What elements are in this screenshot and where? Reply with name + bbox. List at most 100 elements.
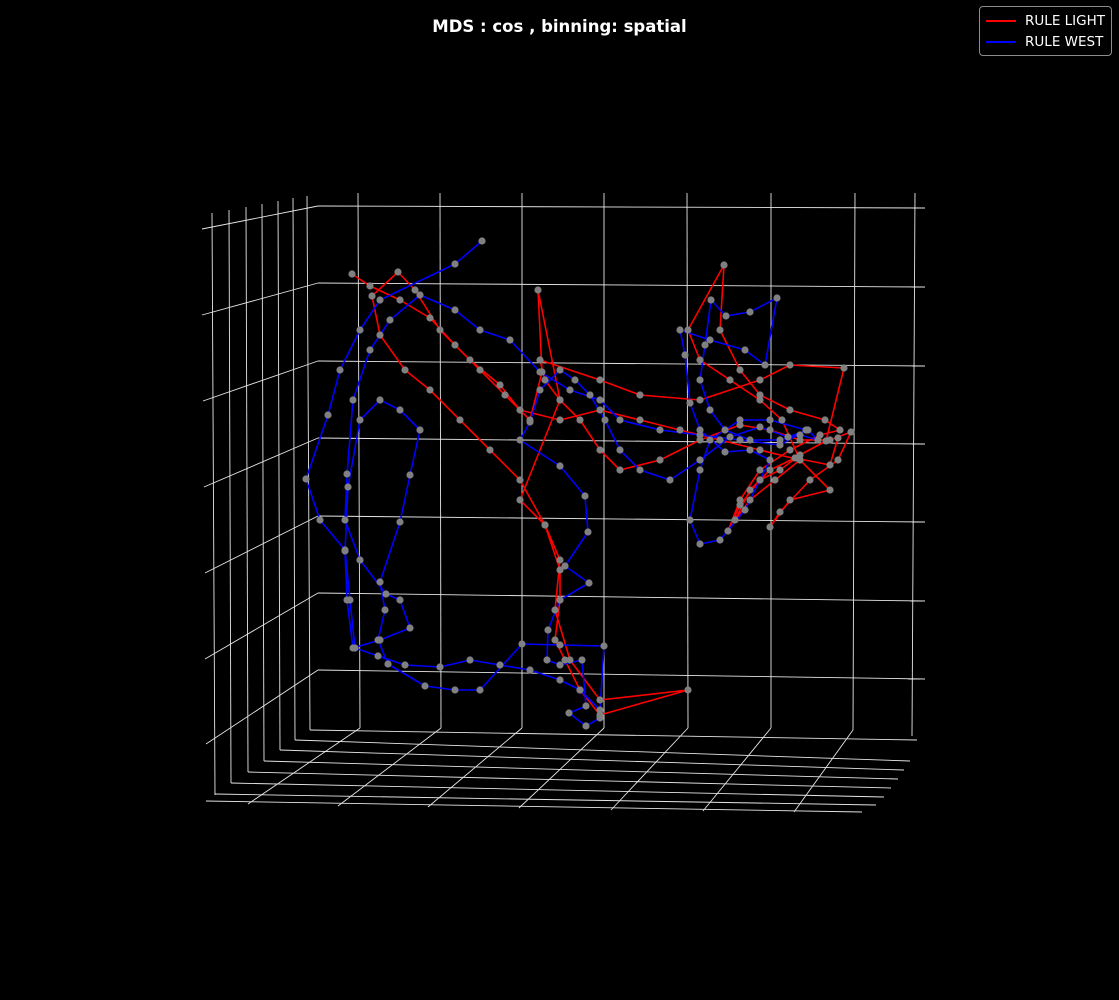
data-point-rule-light xyxy=(834,456,842,464)
data-point-rule-light xyxy=(731,516,739,524)
data-point-rule-light xyxy=(684,686,692,694)
data-point-rule-light xyxy=(551,636,559,644)
grid-line-back-vertical xyxy=(686,192,689,729)
data-point-rule-light xyxy=(836,426,844,434)
data-point-rule-west xyxy=(706,406,714,414)
data-point-rule-light xyxy=(786,406,794,414)
grid-line-left-vertical xyxy=(245,206,249,773)
grid-line-back-horizontal xyxy=(317,515,926,523)
grid-line-floor-depth xyxy=(793,729,854,813)
data-point-rule-west xyxy=(543,656,551,664)
data-point-rule-light xyxy=(556,556,564,564)
data-point-rule-west xyxy=(496,661,504,669)
grid-line-left-vertical xyxy=(306,195,311,731)
data-point-rule-west xyxy=(616,416,624,424)
grid-line-left-vertical xyxy=(261,203,265,762)
data-point-rule-light xyxy=(616,466,624,474)
data-point-rule-west xyxy=(596,396,604,404)
data-point-rule-light xyxy=(756,376,764,384)
data-point-rule-west xyxy=(773,294,781,302)
data-point-rule-west xyxy=(556,676,564,684)
data-point-rule-light xyxy=(746,486,754,494)
data-point-rule-west xyxy=(600,642,608,650)
data-point-rule-west xyxy=(556,462,564,470)
grid-line-floor-width xyxy=(279,749,905,771)
grid-line-left-diagonal xyxy=(201,282,319,316)
data-point-rule-west xyxy=(676,326,684,334)
series-layer xyxy=(305,240,852,727)
data-point-rule-west xyxy=(756,423,764,431)
points-layer xyxy=(302,237,855,730)
data-point-rule-light xyxy=(791,454,799,462)
legend: RULE LIGHT RULE WEST xyxy=(979,6,1112,56)
data-point-rule-west xyxy=(566,386,574,394)
data-point-rule-west xyxy=(585,579,593,587)
data-point-rule-west xyxy=(356,416,364,424)
data-point-rule-light xyxy=(826,461,834,469)
data-point-rule-west xyxy=(586,391,594,399)
grid-line-floor-width xyxy=(309,729,918,741)
data-point-rule-west xyxy=(582,702,590,710)
grid-line-back-vertical xyxy=(439,192,442,729)
data-point-rule-west xyxy=(341,516,349,524)
data-point-rule-west xyxy=(696,456,704,464)
data-point-rule-light xyxy=(806,476,814,484)
legend-swatch-rule-light xyxy=(986,19,1017,22)
data-point-rule-light xyxy=(556,396,564,404)
grid-line-back-horizontal xyxy=(317,669,926,680)
legend-swatch-rule-west xyxy=(986,40,1017,43)
grid-line-back-vertical xyxy=(911,192,916,737)
data-point-rule-west xyxy=(451,686,459,694)
data-point-rule-west xyxy=(576,686,584,694)
data-point-rule-light xyxy=(368,292,376,300)
grid-line-floor-width xyxy=(294,739,911,762)
data-point-rule-light xyxy=(716,436,724,444)
data-point-rule-light xyxy=(746,496,754,504)
data-point-rule-west xyxy=(766,416,774,424)
data-point-rule-light xyxy=(766,466,774,474)
data-point-rule-light xyxy=(756,391,764,399)
data-point-rule-west xyxy=(784,433,792,441)
data-point-rule-light xyxy=(766,426,774,434)
grid-line-back-vertical xyxy=(357,192,361,729)
data-point-rule-west xyxy=(356,556,364,564)
data-point-rule-west xyxy=(476,686,484,694)
data-point-rule-light xyxy=(822,437,830,445)
data-point-rule-light xyxy=(756,466,764,474)
data-point-rule-west xyxy=(796,431,804,439)
data-point-rule-west xyxy=(376,296,384,304)
data-point-rule-west xyxy=(316,516,324,524)
data-point-rule-light xyxy=(436,326,444,334)
data-point-rule-west xyxy=(466,656,474,664)
data-point-rule-light xyxy=(736,366,744,374)
data-point-rule-west xyxy=(707,296,715,304)
data-point-rule-light xyxy=(561,656,569,664)
data-point-rule-west xyxy=(741,346,749,354)
data-point-rule-west xyxy=(349,396,357,404)
data-point-rule-west xyxy=(421,682,429,690)
grid-line-left-diagonal xyxy=(204,592,319,660)
data-point-rule-west xyxy=(406,471,414,479)
data-point-rule-light xyxy=(576,416,584,424)
data-point-rule-west xyxy=(506,336,514,344)
data-point-rule-west xyxy=(536,386,544,394)
data-point-rule-light xyxy=(536,356,544,364)
data-point-rule-west xyxy=(706,436,714,444)
data-point-rule-light xyxy=(840,364,848,372)
data-point-rule-light xyxy=(534,286,542,294)
grid-line-left-diagonal xyxy=(202,360,319,402)
data-point-rule-west xyxy=(396,518,404,526)
legend-label-rule-light: RULE LIGHT xyxy=(1025,12,1105,29)
data-point-rule-light xyxy=(696,356,704,364)
data-point-rule-west xyxy=(756,476,764,484)
data-point-rule-west xyxy=(814,436,822,444)
data-point-rule-west xyxy=(476,326,484,334)
data-point-rule-light xyxy=(778,416,786,424)
data-point-rule-light xyxy=(834,434,842,442)
data-point-rule-west xyxy=(696,426,704,434)
data-point-rule-west xyxy=(376,396,384,404)
grid-line-floor-width xyxy=(247,771,892,789)
data-point-rule-west xyxy=(686,516,694,524)
data-point-rule-light xyxy=(456,416,464,424)
